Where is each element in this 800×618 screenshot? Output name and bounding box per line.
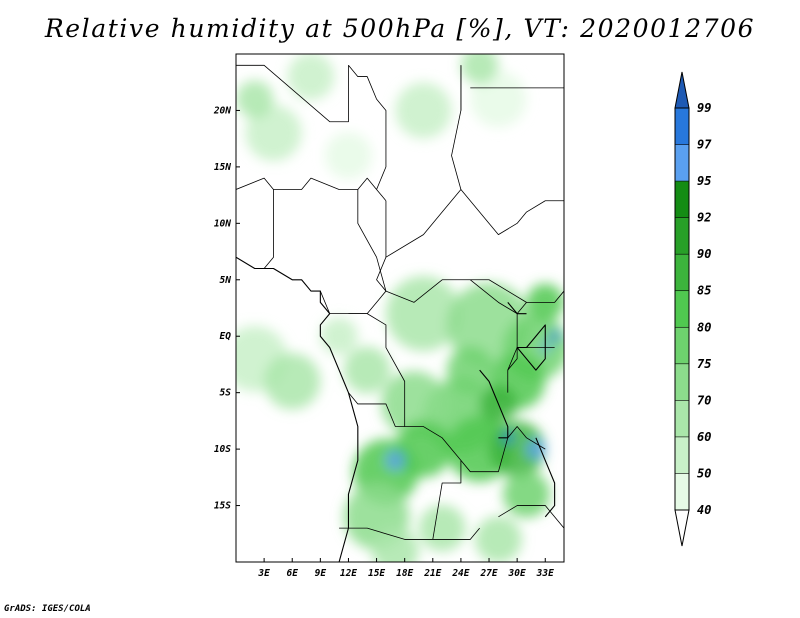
humidity-blob-2 (395, 82, 452, 139)
x-tick-label-3: 12E (340, 568, 357, 579)
colorbar-label-10: 97 (697, 138, 712, 152)
border-line-16 (236, 64, 349, 123)
border-line-3 (319, 290, 546, 473)
colorbar-high-arrow (674, 71, 690, 109)
border-line-9 (516, 290, 564, 314)
coastline-2 (535, 437, 556, 518)
humidity-blob-3 (470, 71, 527, 128)
colorbar-label-1: 50 (697, 466, 711, 480)
colorbar-segment-10 (675, 108, 689, 145)
x-tick-label-7: 24E (451, 568, 469, 579)
humidity-blob-9 (320, 317, 358, 355)
coastline-1 (479, 369, 509, 439)
border-line-0 (236, 177, 387, 202)
grads-credit: GrADS: IGES/COLA (4, 604, 91, 614)
colorbar-segment-3 (675, 363, 689, 401)
colorbar-segment-2 (675, 400, 689, 437)
colorbar-segment-8 (675, 181, 689, 218)
chart-title: Relative humidity at 500hPa [%], VT: 202… (44, 14, 756, 43)
humidity-blob-5 (236, 80, 274, 118)
x-tick-label-8: 27E (479, 568, 497, 579)
colorbar-segment-9 (675, 144, 689, 182)
colorbar-label-5: 80 (697, 320, 711, 334)
x-tick-label-10: 33E (536, 568, 554, 579)
x-tick-label-9: 30E (508, 568, 526, 579)
y-tick-label-3: 5N (220, 275, 232, 286)
humidity-blob-18 (395, 420, 452, 478)
x-tick-label-2: 9E (315, 568, 327, 579)
humidity-blob-10 (343, 346, 391, 394)
humidity-blob-24 (474, 516, 522, 562)
border-line-7 (460, 189, 564, 236)
x-tick-label-6: 21E (423, 568, 441, 579)
humidity-blob-0 (287, 54, 335, 100)
colorbar-segment-7 (675, 217, 689, 255)
border-line-14 (498, 505, 564, 529)
coastlines (236, 256, 556, 562)
map-frame (235, 53, 565, 563)
y-tick-label-1: 15N (214, 162, 231, 173)
humidity-blob-1 (245, 104, 302, 162)
border-line-8 (470, 279, 518, 393)
x-tick-label-5: 18E (396, 568, 413, 579)
border-line-15 (348, 65, 387, 190)
y-tick-label-4: EQ (220, 331, 232, 342)
x-axis-ticks: 3E 6E 9E 12E 15E 18E 21E 24E 27E 30E 33E (257, 558, 554, 579)
colorbar-label-9: 95 (697, 174, 711, 188)
colorbar-label-0: 40 (697, 503, 711, 517)
colorbar-segment-4 (675, 327, 689, 364)
border-line-12 (339, 527, 480, 540)
humidity-blob-23 (418, 504, 466, 552)
colorbar-segment-6 (675, 254, 689, 291)
colorbar-label-11: 99 (697, 101, 711, 115)
border-line-13 (432, 460, 462, 540)
humidity-blob-25 (371, 527, 419, 562)
colorbar-label-8: 92 (697, 211, 711, 225)
humidity-blob-32 (549, 330, 561, 342)
humidity-blob-29 (385, 451, 405, 470)
colorbar-segment-0 (675, 473, 689, 510)
humidity-blob-27 (446, 346, 494, 394)
colorbar-segment-1 (675, 436, 689, 474)
coastline-0 (236, 256, 359, 562)
colorbar-label-7: 90 (697, 247, 711, 261)
x-tick-label-0: 3E (257, 568, 270, 579)
border-line-4 (376, 200, 387, 292)
country-borders (236, 64, 564, 540)
colorbar-label-2: 60 (697, 430, 711, 444)
y-tick-label-0: 20N (213, 105, 231, 116)
y-tick-label-2: 10N (214, 218, 231, 229)
humidity-blob-30 (526, 439, 546, 459)
colorbar-low-arrow (674, 509, 690, 547)
x-tick-label-4: 15E (368, 568, 385, 579)
coastline-3 (516, 324, 546, 371)
humidity-blob-8 (264, 353, 321, 410)
y-tick-label-7: 15S (214, 501, 231, 512)
colorbar-segment-5 (675, 290, 689, 328)
y-axis-ticks: 20N 15N 10N 5N EQ 5S 10S 15S (213, 105, 240, 512)
colorbar-label-6: 85 (697, 284, 711, 298)
coastline-4 (507, 302, 527, 315)
colorbar-label-4: 75 (697, 357, 711, 371)
humidity-field (236, 54, 564, 562)
humidity-blob-11 (385, 276, 461, 352)
y-tick-label-5: 5S (220, 388, 232, 399)
colorbar: 40 50 60 70 75 80 85 90 92 95 97 99 (674, 71, 712, 547)
border-line-11 (348, 392, 405, 427)
y-tick-label-6: 10S (214, 444, 231, 455)
humidity-blob-16 (381, 371, 447, 437)
colorbar-label-3: 70 (697, 393, 711, 407)
x-tick-label-1: 6E (287, 568, 299, 579)
humidity-blob-21 (503, 470, 550, 518)
humidity-blob-6 (460, 54, 499, 85)
humidity-blob-4 (325, 132, 372, 180)
border-line-1 (263, 189, 274, 269)
